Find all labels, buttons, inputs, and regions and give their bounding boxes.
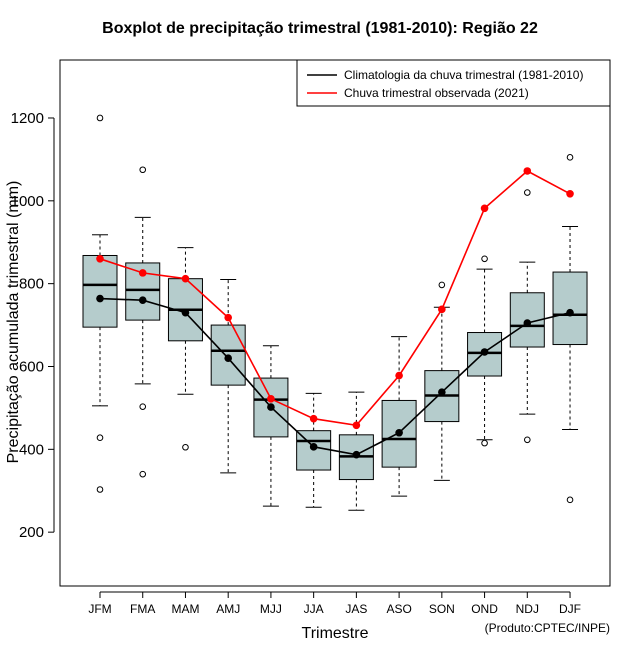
series-point-observed (480, 204, 489, 213)
legend: Climatologia da chuva trimestral (1981-2… (296, 59, 611, 107)
series-point-climatology (352, 450, 361, 459)
series-point-climatology (480, 348, 489, 356)
series-point-climatology (309, 443, 318, 451)
outlier-point (566, 154, 574, 161)
outlier-point (139, 470, 147, 478)
x-tick-label: FMA (130, 602, 155, 616)
outlier-point (481, 255, 488, 263)
series-point-observed (523, 167, 532, 175)
x-tick-label: JAS (345, 602, 367, 616)
x-tick-label: DJF (559, 602, 581, 616)
box-body (210, 324, 246, 386)
x-tick-label: JJA (304, 602, 324, 616)
box-ndj (509, 189, 545, 444)
outlier-point (139, 166, 147, 174)
outlier-point (524, 436, 531, 444)
outlier-point (96, 114, 104, 122)
y-tick-label: 1200 (11, 110, 44, 127)
y-axis: 200 400 600 800 1000 1200 (11, 110, 55, 541)
series-point-climatology (138, 296, 147, 305)
series-point-climatology (181, 308, 190, 317)
x-axis: JFM FMA MAM AMJ MJJ JJA JAS ASO SON OND NDJ DJF (88, 591, 581, 616)
x-tick-label: NDJ (516, 602, 539, 616)
series-point-observed (566, 189, 574, 198)
box-djf (552, 154, 588, 504)
series-point-climatology (224, 354, 232, 363)
series-point-observed (267, 394, 275, 403)
x-tick-label: SON (429, 602, 455, 616)
series-line-observed (99, 170, 571, 427)
x-tick-label: AMJ (216, 602, 240, 616)
legend-label-observed: Chuva trimestral observada (2021) (344, 86, 529, 100)
y-axis-label: Precipitação acumulada trimestral (mm) (5, 180, 22, 464)
legend-box (296, 59, 611, 107)
series-point-climatology (438, 388, 446, 396)
x-tick-label: OND (471, 602, 498, 616)
product-credit: (Produto:CPTEC/INPE) (484, 621, 610, 635)
x-tick-label: JFM (88, 602, 111, 616)
box-aso (381, 336, 417, 497)
y-tick-label: 1000 (11, 193, 44, 210)
outlier-point (566, 496, 574, 504)
y-tick-label: 600 (19, 358, 44, 375)
outlier-point (182, 443, 189, 451)
x-tick-label: MJJ (260, 602, 282, 616)
series-point-observed (438, 305, 446, 314)
box-mjj (253, 345, 289, 507)
outlier-point (139, 403, 147, 410)
box-body (82, 254, 118, 328)
legend-label-climatology: Climatologia da chuva trimestral (1981-2… (344, 68, 583, 82)
series-point-climatology (566, 308, 574, 317)
series-point-observed (224, 313, 232, 322)
box-fma (125, 166, 161, 478)
box-jfm (82, 114, 118, 493)
series-point-observed (395, 371, 403, 380)
outlier-point (524, 189, 531, 196)
series-point-observed (96, 255, 104, 263)
series-line-climatology (99, 297, 571, 456)
box-amj (210, 279, 246, 474)
x-tick-label: ASO (386, 602, 411, 616)
outlier-point (96, 434, 104, 442)
series-point-climatology (96, 294, 104, 303)
box-body (552, 271, 588, 346)
series-group (96, 167, 574, 459)
series-point-observed (138, 269, 147, 277)
box-son (424, 281, 460, 481)
y-tick-label: 800 (19, 276, 44, 293)
outlier-point (438, 281, 446, 289)
outlier-point (96, 486, 104, 493)
series-point-observed (309, 414, 318, 423)
y-tick-label: 200 (19, 524, 44, 541)
chart-title: Boxplot de precipitação trimestral (1981… (102, 20, 538, 37)
y-tick-label: 400 (19, 441, 44, 458)
series-point-observed (352, 421, 361, 430)
x-axis-label: Trimestre (301, 625, 369, 642)
series-point-climatology (267, 403, 275, 411)
outlier-point (481, 439, 488, 447)
series-point-observed (181, 274, 190, 283)
series-point-climatology (395, 428, 403, 437)
x-tick-label: MAM (171, 602, 199, 616)
series-point-climatology (523, 319, 532, 327)
